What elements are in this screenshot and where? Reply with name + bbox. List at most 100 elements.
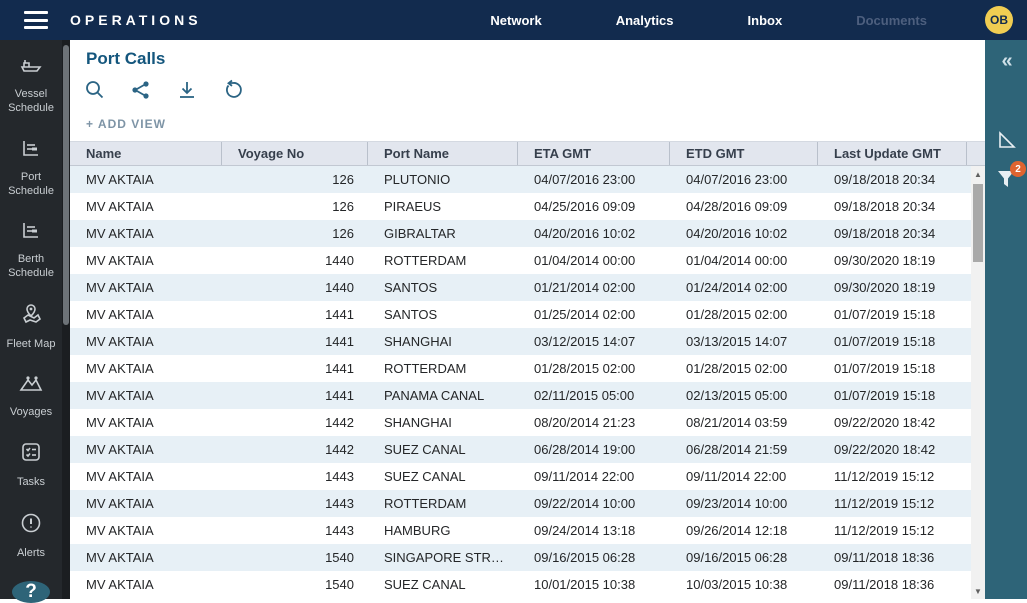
sidebar-item-fleet-map[interactable]: Fleet Map bbox=[0, 302, 62, 351]
sidebar-item-label: Fleet Map bbox=[6, 337, 56, 350]
table-row[interactable]: MV AKTAIA 126 PLUTONIO 04/07/2016 23:00 04/0… bbox=[70, 166, 985, 193]
cell-eta-gmt: 09/11/2014 22:00 bbox=[534, 469, 635, 484]
cell-last-update-gmt: 09/30/2020 18:19 bbox=[834, 280, 936, 295]
table-row[interactable]: MV AKTAIA 1443 SUEZ CANAL 09/11/2014 22:00 0… bbox=[70, 463, 985, 490]
sidebar-item-label: Alerts bbox=[16, 546, 46, 559]
cell-etd-gmt: 02/13/2015 05:00 bbox=[686, 388, 788, 403]
cell-port-name: SHANGHAI bbox=[384, 334, 452, 349]
cell-name: MV AKTAIA bbox=[86, 172, 154, 187]
cell-port-name: SINGAPORE STR… bbox=[384, 550, 504, 565]
column-header-port-name[interactable]: Port Name bbox=[368, 142, 518, 165]
sidebar-item-berth-schedule[interactable]: Berth Schedule bbox=[0, 219, 62, 281]
search-icon[interactable] bbox=[84, 79, 106, 101]
nav-inbox[interactable]: Inbox bbox=[747, 12, 783, 28]
cell-name: MV AKTAIA bbox=[86, 361, 154, 376]
cell-last-update-gmt: 09/30/2020 18:19 bbox=[834, 253, 936, 268]
sidebar-scrollbar-thumb[interactable] bbox=[63, 45, 69, 325]
cell-last-update-gmt: 11/12/2019 15:12 bbox=[834, 496, 935, 511]
cell-name: MV AKTAIA bbox=[86, 334, 154, 349]
cell-voyage-no: 1442 bbox=[325, 442, 354, 457]
cell-last-update-gmt: 09/18/2018 20:34 bbox=[834, 226, 936, 241]
cell-voyage-no: 1441 bbox=[325, 388, 354, 403]
table-scrollbar[interactable]: ▲ ▼ bbox=[971, 166, 985, 599]
cell-eta-gmt: 04/25/2016 09:09 bbox=[534, 199, 636, 214]
filter-icon[interactable]: 2 bbox=[985, 161, 1027, 190]
sidebar-item-voyages[interactable]: Voyages bbox=[0, 372, 62, 419]
column-header-voyage-no[interactable]: Voyage No bbox=[222, 142, 368, 165]
table-scrollbar-thumb[interactable] bbox=[973, 184, 983, 262]
cell-voyage-no: 1443 bbox=[325, 523, 354, 538]
tasks-icon bbox=[19, 440, 43, 469]
cell-etd-gmt: 04/20/2016 10:02 bbox=[686, 226, 788, 241]
table-row[interactable]: MV AKTAIA 1441 ROTTERDAM 01/28/2015 02:00 01… bbox=[70, 355, 985, 382]
cell-eta-gmt: 03/12/2015 14:07 bbox=[534, 334, 636, 349]
share-icon[interactable] bbox=[130, 79, 152, 101]
cell-etd-gmt: 09/23/2014 10:00 bbox=[686, 496, 788, 511]
scroll-down-icon[interactable]: ▼ bbox=[974, 586, 982, 596]
cell-name: MV AKTAIA bbox=[86, 388, 154, 403]
table-row[interactable]: MV AKTAIA 1441 PANAMA CANAL 02/11/2015 05:0… bbox=[70, 382, 985, 409]
cell-port-name: SUEZ CANAL bbox=[384, 469, 466, 484]
scroll-up-icon[interactable]: ▲ bbox=[974, 169, 982, 179]
table-row[interactable]: MV AKTAIA 1443 ROTTERDAM 09/22/2014 10:00 09… bbox=[70, 490, 985, 517]
table-header-row: Name Voyage No Port Name ETA GMT ETD GMT Last… bbox=[70, 141, 985, 166]
table-row[interactable]: MV AKTAIA 1440 ROTTERDAM 01/04/2014 00:00 01… bbox=[70, 247, 985, 274]
cell-etd-gmt: 09/11/2014 22:00 bbox=[686, 469, 787, 484]
user-avatar[interactable]: OB bbox=[985, 6, 1013, 34]
table-row[interactable]: MV AKTAIA 1442 SHANGHAI 08/20/2014 21:23 08/… bbox=[70, 409, 985, 436]
cell-eta-gmt: 04/07/2016 23:00 bbox=[534, 172, 636, 187]
table-row[interactable]: MV AKTAIA 1441 SANTOS 01/25/2014 02:00 01/28… bbox=[70, 301, 985, 328]
cell-voyage-no: 1443 bbox=[325, 496, 354, 511]
table-row[interactable]: MV AKTAIA 1440 SANTOS 01/21/2014 02:00 01/24… bbox=[70, 274, 985, 301]
cell-name: MV AKTAIA bbox=[86, 226, 154, 241]
cell-etd-gmt: 06/28/2014 21:59 bbox=[686, 442, 788, 457]
nav-analytics[interactable]: Analytics bbox=[615, 12, 674, 28]
cell-port-name: PLUTONIO bbox=[384, 172, 451, 187]
cell-name: MV AKTAIA bbox=[86, 280, 154, 295]
pointer-tool-icon[interactable] bbox=[985, 128, 1027, 150]
sidebar-item-tasks[interactable]: Tasks bbox=[0, 440, 62, 489]
column-header-eta-gmt[interactable]: ETA GMT bbox=[518, 142, 670, 165]
cell-etd-gmt: 01/28/2015 02:00 bbox=[686, 307, 788, 322]
sidebar-item-port-schedule[interactable]: Port Schedule bbox=[0, 137, 62, 199]
cell-name: MV AKTAIA bbox=[86, 307, 154, 322]
vessel-schedule-icon bbox=[18, 54, 44, 81]
cell-name: MV AKTAIA bbox=[86, 577, 154, 592]
toolbar bbox=[84, 79, 985, 101]
collapse-panel-icon[interactable]: « bbox=[1001, 50, 1012, 72]
hamburger-menu-icon[interactable] bbox=[24, 11, 48, 29]
cell-eta-gmt: 08/20/2014 21:23 bbox=[534, 415, 636, 430]
column-header-etd-gmt[interactable]: ETD GMT bbox=[670, 142, 818, 165]
cell-name: MV AKTAIA bbox=[86, 442, 154, 457]
cell-voyage-no: 1440 bbox=[325, 280, 354, 295]
sidebar-item-label: Berth Schedule bbox=[8, 253, 54, 280]
table-row[interactable]: MV AKTAIA 126 GIBRALTAR 04/20/2016 10:02 04/… bbox=[70, 220, 985, 247]
sidebar-item-alerts[interactable]: Alerts bbox=[0, 511, 62, 560]
table-row[interactable]: MV AKTAIA 1442 SUEZ CANAL 06/28/2014 19:00 0… bbox=[70, 436, 985, 463]
cell-last-update-gmt: 01/07/2019 15:18 bbox=[834, 388, 936, 403]
app-title: OPERATIONS bbox=[70, 12, 202, 28]
table-row[interactable]: MV AKTAIA 1443 HAMBURG 09/24/2014 13:18 09/2… bbox=[70, 517, 985, 544]
table-row[interactable]: MV AKTAIA 1540 SUEZ CANAL 10/01/2015 10:38 1… bbox=[70, 571, 985, 598]
table-row[interactable]: MV AKTAIA 126 PIRAEUS 04/25/2016 09:09 04/28… bbox=[70, 193, 985, 220]
cell-etd-gmt: 04/28/2016 09:09 bbox=[686, 199, 788, 214]
download-icon[interactable] bbox=[176, 79, 198, 101]
cell-last-update-gmt: 11/12/2019 15:12 bbox=[834, 523, 935, 538]
sidebar-item-vessel-schedule[interactable]: Vessel Schedule bbox=[0, 54, 62, 116]
cell-etd-gmt: 10/03/2015 10:38 bbox=[686, 577, 788, 592]
column-header-last-update-gmt[interactable]: Last Update GMT bbox=[818, 142, 967, 165]
table-row[interactable]: MV AKTAIA 1540 SINGAPORE STR… 09/16/2015 06… bbox=[70, 544, 985, 571]
nav-documents[interactable]: Documents bbox=[856, 12, 927, 28]
nav-network[interactable]: Network bbox=[490, 12, 542, 28]
cell-voyage-no: 1443 bbox=[325, 469, 354, 484]
help-button[interactable]: ? bbox=[12, 580, 50, 603]
table-row[interactable]: MV AKTAIA 1441 SHANGHAI 03/12/2015 14:07 03/… bbox=[70, 328, 985, 355]
cell-etd-gmt: 01/24/2014 02:00 bbox=[686, 280, 788, 295]
cell-port-name: SHANGHAI bbox=[384, 415, 452, 430]
cell-port-name: PIRAEUS bbox=[384, 199, 442, 214]
add-view-button[interactable]: + ADD VIEW bbox=[86, 117, 166, 131]
cell-port-name: SANTOS bbox=[384, 307, 438, 322]
column-header-name[interactable]: Name bbox=[70, 142, 222, 165]
sidebar-scrollbar[interactable] bbox=[62, 40, 70, 599]
reset-icon[interactable] bbox=[222, 79, 244, 101]
